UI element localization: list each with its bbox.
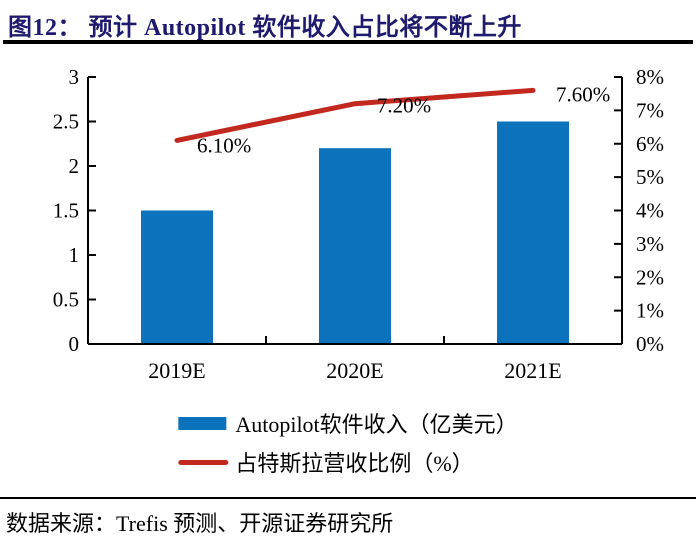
- legend-line-swatch: [178, 459, 229, 465]
- legend-item-bar: Autopilot软件收入（亿美元）: [178, 410, 518, 437]
- y-right-label: 2%: [636, 265, 664, 289]
- line-series: [174, 87, 536, 143]
- line-point-label: 6.10%: [197, 133, 251, 157]
- legend-bar-label: Autopilot软件收入（亿美元）: [235, 412, 518, 437]
- y-right-label: 8%: [636, 65, 664, 89]
- y-left-label: 1: [69, 243, 80, 267]
- y-left-label: 2: [69, 154, 80, 178]
- bar-2019E: [141, 210, 213, 344]
- footer-rule: [0, 497, 696, 499]
- y-right-label: 3%: [636, 232, 664, 256]
- bar-2020E: [319, 148, 391, 344]
- y-left-label: 0: [69, 332, 80, 356]
- y-left-label: 2.5: [53, 110, 79, 134]
- legend-bar-swatch: [178, 416, 227, 430]
- y-left-label: 3: [69, 65, 80, 89]
- x-label: 2021E: [504, 358, 561, 383]
- y-right-label: 5%: [636, 165, 664, 189]
- y-right-label: 4%: [636, 199, 664, 223]
- figure-title: 图12： 预计 Autopilot 软件收入占比将不断上升: [8, 15, 522, 41]
- y-left-label: 1.5: [53, 199, 79, 223]
- legend-line-label: 占特斯拉营收比例（%）: [235, 451, 474, 476]
- y-right-label: 0%: [636, 332, 664, 356]
- x-label: 2020E: [326, 358, 383, 383]
- y-left-label: 0.5: [53, 288, 79, 312]
- line-point-label: 7.20%: [377, 94, 431, 118]
- y-right-label: 6%: [636, 132, 664, 156]
- y-right-label: 7%: [636, 98, 664, 122]
- y-right-label: 1%: [636, 299, 664, 323]
- bar-2021E: [497, 121, 569, 344]
- source-note: 数据来源：Trefis 预测、开源证券研究所: [6, 511, 394, 536]
- title-underline: [3, 40, 693, 44]
- legend-item-line: 占特斯拉营收比例（%）: [178, 449, 517, 476]
- x-label: 2019E: [148, 358, 205, 383]
- line-point-label: 7.60%: [556, 82, 610, 106]
- chart-legend: Autopilot软件收入（亿美元） 占特斯拉营收比例（%）: [178, 410, 518, 488]
